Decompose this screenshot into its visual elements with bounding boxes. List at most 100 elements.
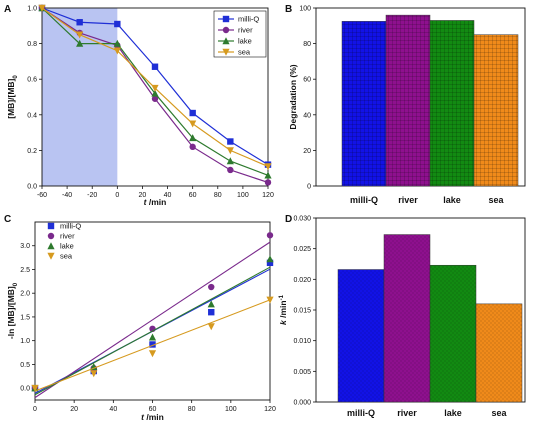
plot-frame — [41, 7, 269, 187]
data-point-sea — [76, 31, 84, 39]
y-tick-label: 0 — [307, 184, 311, 191]
data-point-sea — [151, 84, 159, 92]
y-tick-label: 0.0 — [27, 184, 37, 191]
category-label-sea: sea — [488, 195, 504, 205]
category-label-lake: lake — [444, 408, 462, 418]
data-point-sea — [266, 296, 274, 304]
data-point-river — [189, 143, 196, 151]
data-point-lake — [151, 89, 159, 97]
x-axis-label: t /min — [141, 412, 164, 422]
legend-label-river: river — [60, 232, 75, 241]
y-tick-label: 1.0 — [20, 338, 30, 345]
fit-line-river — [34, 241, 271, 399]
bar-milli-Q — [337, 269, 385, 403]
panel-c: C 0 20 40 60 80 100 120 0.0 0.5 1.0 1.5 2.0 2.5 3.0 t … — [4, 214, 276, 422]
y-tick-label: 2.0 — [20, 291, 30, 298]
x-tick-label: 60 — [149, 406, 157, 413]
bar-lake — [429, 20, 475, 187]
y-tick-label: 0.000 — [293, 400, 311, 407]
data-point-milli-Q — [151, 63, 159, 70]
y-tick-label: 1.0 — [27, 6, 37, 13]
legend-marker-river — [222, 26, 230, 34]
x-tick-label: 80 — [188, 406, 196, 413]
panel-letter-c: C — [4, 214, 11, 225]
x-tick-label: 20 — [139, 192, 147, 199]
legend-marker-lake — [222, 37, 230, 45]
y-axis-label: -ln [MB]/[MB]0 — [6, 282, 19, 339]
panel-letter-a: A — [4, 4, 11, 15]
data-point-sea — [113, 47, 121, 55]
x-tick-label: 40 — [164, 192, 172, 199]
legend-marker-river — [47, 232, 55, 240]
data-point-milli-Q — [189, 109, 196, 117]
bar-sea — [473, 34, 519, 187]
data-point-lake — [189, 134, 197, 142]
legend-marker-sea — [47, 252, 55, 260]
y-tick-label: 40 — [303, 112, 311, 119]
x-tick-label: 100 — [237, 192, 249, 199]
bar-milli-Q — [341, 21, 387, 187]
data-point-sea — [207, 323, 215, 331]
data-point-river — [227, 166, 234, 174]
panel-d: D 0.000 0.005 0.010 0.015 0.020 0.025 0.030 mil… — [278, 214, 526, 418]
category-label-milli-Q: milli-Q — [350, 195, 378, 205]
data-point-lake — [264, 171, 272, 179]
legend-box — [213, 10, 267, 58]
data-point-sea — [31, 384, 39, 392]
category-label-river: river — [398, 195, 418, 205]
bar-sea — [475, 303, 523, 403]
x-tick-label: 40 — [109, 406, 117, 413]
category-label-lake: lake — [443, 195, 461, 205]
x-tick-label: 120 — [264, 406, 276, 413]
fit-line-sea — [34, 299, 271, 392]
y-axis-label: [MB]/[MB]0 — [6, 75, 19, 119]
panel-letter-d: D — [285, 214, 292, 225]
category-label-sea: sea — [491, 408, 507, 418]
y-tick-label: 80 — [303, 41, 311, 48]
legend-marker-lake — [47, 242, 55, 250]
x-axis-label: t /min — [144, 197, 167, 207]
y-tick-label: 0.5 — [20, 362, 30, 369]
y-axis-label: Degradation (%) — [288, 64, 298, 129]
x-tick-label: 0 — [115, 192, 119, 199]
y-tick-label: 3.0 — [20, 243, 30, 250]
legend-label-milli-Q: milli-Q — [238, 15, 259, 24]
category-label-river: river — [397, 408, 417, 418]
data-point-river — [208, 283, 215, 291]
legend-label-milli-Q: milli-Q — [60, 222, 81, 231]
data-point-lake — [148, 333, 157, 341]
data-point-sea — [264, 163, 272, 171]
x-tick-label: -40 — [62, 192, 72, 199]
y-tick-label: 0.020 — [293, 277, 311, 284]
panel-a: A -60 -40 -20 0 20 40 60 80 100 120 0.0 0.2 0.4 0.6 0.… — [4, 4, 274, 207]
data-point-river — [151, 95, 159, 102]
data-point-lake — [113, 39, 121, 47]
data-point-sea — [148, 350, 157, 358]
x-tick-label: 20 — [70, 406, 78, 413]
legend-marker-milli-Q — [47, 222, 55, 230]
y-tick-label: 100 — [299, 6, 311, 13]
data-point-sea — [38, 4, 46, 12]
legend-label-sea: sea — [60, 252, 73, 261]
y-tick-label: 0.005 — [293, 369, 311, 376]
data-point-sea — [189, 120, 197, 128]
legend-marker-milli-Q — [222, 15, 230, 23]
panel-b: B 0 20 40 60 80 100 milli-Q river lake sea Degrada… — [285, 4, 526, 205]
x-tick-label: -60 — [37, 192, 47, 199]
data-point-milli-Q — [149, 341, 156, 348]
y-tick-label: 20 — [303, 148, 311, 155]
legend-marker-sea — [222, 48, 230, 56]
y-tick-label: 1.5 — [20, 314, 30, 321]
y-tick-label: 60 — [303, 77, 311, 84]
data-point-lake — [90, 362, 98, 370]
data-point-milli-Q — [76, 19, 83, 26]
data-point-milli-Q — [266, 259, 274, 267]
y-tick-label: 0.6 — [27, 77, 37, 84]
legend: milli-Q river lake sea — [213, 10, 267, 58]
y-tick-label: 0.025 — [293, 246, 311, 253]
y-tick-label: 0.4 — [27, 112, 37, 119]
y-tick-label: 0.8 — [27, 41, 37, 48]
x-tick-label: 0 — [33, 406, 37, 413]
data-point-milli-Q — [114, 20, 121, 28]
bar-river — [385, 14, 431, 187]
